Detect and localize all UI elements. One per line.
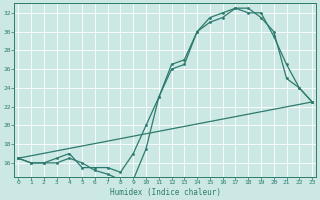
X-axis label: Humidex (Indice chaleur): Humidex (Indice chaleur) [110,188,221,197]
